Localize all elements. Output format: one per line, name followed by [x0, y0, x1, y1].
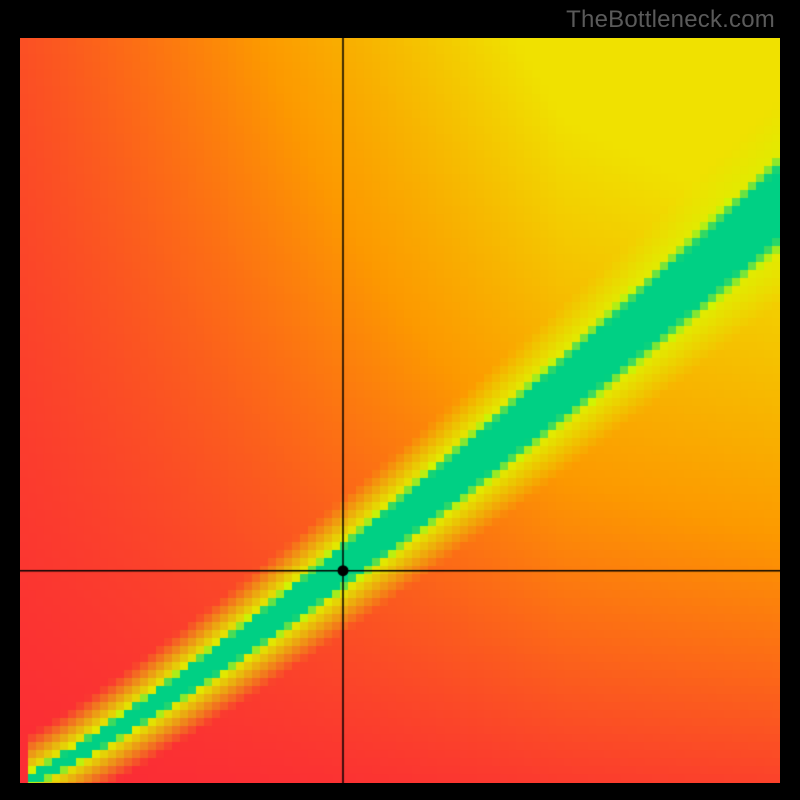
watermark-text: TheBottleneck.com [566, 6, 775, 34]
heatmap-canvas [20, 38, 780, 783]
chart-outer-frame: TheBottleneck.com [0, 0, 800, 800]
heatmap-plot-area [20, 38, 780, 783]
